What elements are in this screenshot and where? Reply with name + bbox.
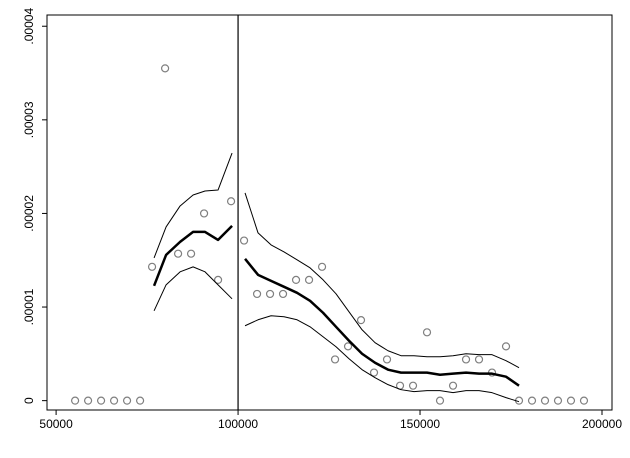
fit-line	[244, 192, 520, 369]
fit-line	[244, 258, 520, 387]
y-tick-label: .00004	[22, 8, 36, 45]
y-tick-label: .00001	[22, 288, 36, 325]
point	[83, 396, 93, 405]
point	[135, 396, 145, 405]
point	[435, 396, 445, 405]
point	[199, 209, 209, 218]
point	[317, 262, 327, 271]
x-tick-label: 100000	[218, 417, 258, 431]
fit-line	[244, 315, 520, 403]
point	[369, 368, 379, 377]
fit-line	[153, 266, 233, 311]
point	[540, 396, 550, 405]
point	[448, 381, 458, 390]
x-tick-label: 50000	[39, 417, 73, 431]
point	[356, 316, 366, 325]
point	[330, 355, 340, 364]
point	[265, 289, 275, 299]
point	[122, 396, 132, 405]
point	[213, 275, 223, 284]
point	[461, 355, 471, 364]
point	[109, 396, 119, 405]
point	[291, 275, 301, 284]
x-tick-label: 150000	[400, 417, 440, 431]
point	[408, 381, 418, 390]
point	[252, 289, 262, 299]
point	[239, 236, 249, 245]
x-tick-label: 200000	[582, 417, 622, 431]
point	[96, 396, 106, 405]
point	[553, 396, 563, 405]
point	[579, 396, 589, 405]
fit-line	[152, 225, 233, 287]
point	[343, 342, 353, 351]
y-tick-label: .00003	[22, 101, 36, 138]
point	[474, 355, 484, 364]
point	[527, 396, 537, 405]
point	[186, 249, 196, 258]
point	[501, 342, 511, 351]
y-tick-label: .00002	[22, 195, 36, 232]
point	[173, 249, 183, 258]
point	[160, 64, 170, 73]
point	[382, 355, 392, 364]
point	[147, 262, 157, 271]
point	[226, 197, 236, 206]
y-tick-label: 0	[22, 397, 36, 404]
point	[566, 396, 576, 405]
point	[304, 275, 314, 284]
point	[278, 289, 288, 299]
fit-line	[153, 152, 233, 259]
point	[70, 396, 80, 405]
plot-frame	[46, 14, 613, 411]
point	[422, 328, 432, 337]
